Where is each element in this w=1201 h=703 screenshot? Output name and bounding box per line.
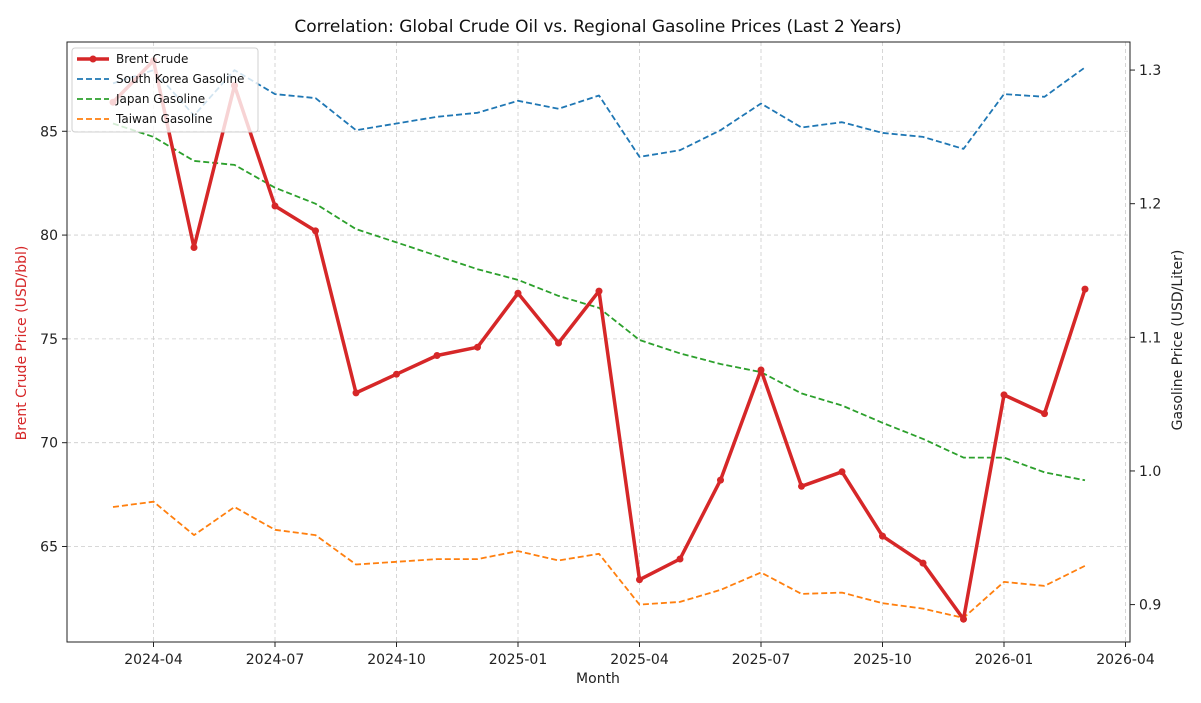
x-tick-label: 2025-10 [853,652,912,668]
south-korea-gasoline-line [112,66,1086,158]
x-tick-label: 2026-01 [975,652,1034,668]
brent-crude-point [717,476,724,484]
brent-crude-point [798,482,805,490]
brent-crude-point [1041,410,1048,418]
x-tick-label: 2024-10 [367,652,426,668]
legend-entry-south-korea-gasoline: South Korea Gasoline [77,72,244,86]
taiwan-gasoline-line [112,500,1086,619]
x-tick-label: 2025-07 [732,652,791,668]
taiwan-gasoline-line-group [112,500,1086,619]
y-right-tick-label: 1.2 [1139,197,1161,213]
legend-label: Japan Gasoline [115,92,205,106]
y-right-tick-label: 1.3 [1139,63,1161,79]
japan-gasoline-line-group [112,122,1086,482]
legend: Brent Crude South Korea Gasoline Japan Gas… [71,47,259,133]
brent-crude-point [352,389,360,397]
x-tick-label: 2025-04 [610,652,669,668]
legend-marker [89,55,97,63]
x-tick-label: 2024-07 [246,652,305,668]
brent-crude-point [838,468,846,476]
brent-crude-point [1000,391,1008,399]
japan-gasoline-line [112,122,1086,482]
brent-crude-point [271,202,279,210]
brent-crude-point [595,287,603,295]
legend-label: Taiwan Gasoline [115,112,213,126]
brent-crude-point [433,352,441,359]
y-right-tick-label: 1.0 [1139,464,1161,480]
y-axis-left-label: Brent Crude Price (USD/bbl) [14,246,30,441]
brent-crude-point [190,244,198,251]
legend-label: Brent Crude [116,52,188,66]
y-right-tick-label: 0.9 [1139,598,1161,614]
y-left-tick-label: 75 [40,332,58,348]
y-right-tick-label: 1.1 [1139,330,1161,346]
brent-crude-point [879,532,886,540]
y-left-tick-label: 70 [40,436,58,452]
plot-frame [66,41,1131,643]
brent-crude-point [636,576,643,584]
legend-box [71,47,259,133]
y-left-tick-label: 80 [40,228,58,244]
brent-crude-point [555,339,562,347]
y-left-tick-label: 85 [40,124,58,140]
frame-layer [66,41,1131,643]
legend-label: South Korea Gasoline [116,72,244,86]
brent-crude-point [474,343,481,351]
brent-crude-point [676,555,684,563]
legend-entry-brent-crude: Brent Crude [77,52,188,66]
brent-crude-point [919,559,927,567]
chart-title: Correlation: Global Crude Oil vs. Region… [294,17,901,37]
south-korea-gasoline-line-group [112,66,1086,158]
x-tick-label: 2026-04 [1096,652,1155,668]
legend-entry-japan-gasoline: Japan Gasoline [77,92,205,106]
y-axis-right-label: Gasoline Price (USD/Liter) [1170,250,1186,431]
brent-crude-point [960,615,967,623]
legend-entry-taiwan-gasoline: Taiwan Gasoline [77,112,213,126]
brent-crude-point [757,366,765,374]
x-tick-label: 2025-01 [489,652,548,668]
x-axis-label: Month [576,671,620,687]
tick-layer: 2024-04 2024-07 2024-10 2025-01 2025-04 2025-… [40,63,1161,668]
brent-crude-point [1081,285,1089,293]
x-tick-label: 2024-04 [124,652,183,668]
brent-crude-point [312,227,319,235]
brent-crude-point [514,289,522,297]
brent-crude-point [393,370,400,378]
y-left-tick-label: 65 [40,539,58,555]
